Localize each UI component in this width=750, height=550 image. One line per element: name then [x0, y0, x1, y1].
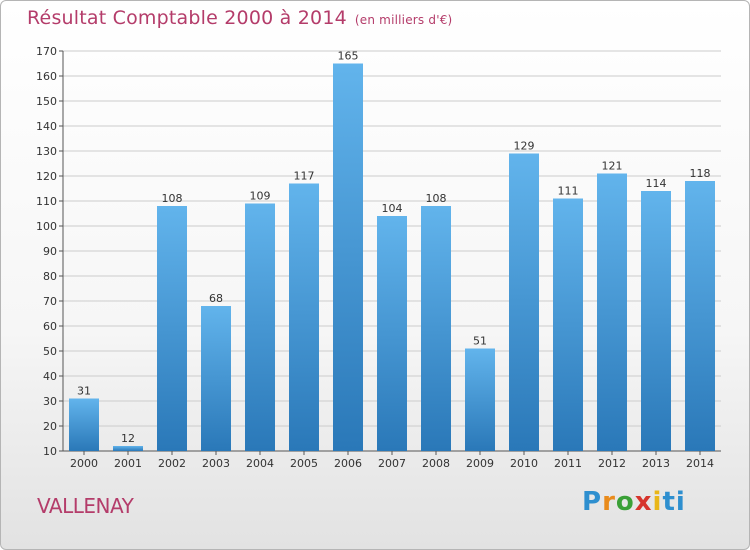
data-label-2012: 121	[602, 160, 623, 173]
y-tick-label: 110	[36, 195, 57, 208]
bar-2008	[421, 206, 451, 451]
logo-letter: P	[582, 487, 603, 517]
bar-2004	[245, 203, 275, 451]
y-tick-label: 60	[43, 320, 57, 333]
data-label-2009: 51	[473, 335, 487, 348]
x-tick-label-2008: 2008	[422, 457, 450, 470]
data-label-2005: 117	[294, 170, 315, 183]
x-tick-label-2007: 2007	[378, 457, 406, 470]
y-tick-label: 140	[36, 120, 57, 133]
data-label-2001: 12	[121, 432, 135, 445]
bar-2001	[113, 446, 143, 451]
axes: 10 20 30 40 50 60 70 80 90 100 110 120 130 140 150 160 1…	[36, 45, 721, 470]
data-label-2000: 31	[77, 385, 91, 398]
chart-title: Résultat Comptable 2000 à 2014 (en millie…	[27, 7, 452, 29]
proxiti-logo[interactable]: Proxiti	[582, 487, 686, 517]
bar-2011	[553, 198, 583, 451]
y-tick-label: 150	[36, 95, 57, 108]
data-label-2008: 108	[426, 192, 447, 205]
x-tick-label-2014: 2014	[686, 457, 714, 470]
y-tick-label: 120	[36, 170, 57, 183]
bar-2014	[685, 181, 715, 451]
data-label-2002: 108	[162, 192, 183, 205]
x-tick-label-2002: 2002	[158, 457, 186, 470]
data-label-2014: 118	[690, 167, 711, 180]
x-tick-label-2000: 2000	[70, 457, 98, 470]
x-tick-label-2005: 2005	[290, 457, 318, 470]
y-tick-label: 10	[43, 445, 57, 458]
bar-2013	[641, 191, 671, 451]
data-label-2003: 68	[209, 292, 223, 305]
logo-letter: r	[602, 487, 616, 517]
y-tick-label: 160	[36, 70, 57, 83]
bar-2012	[597, 173, 627, 451]
y-tick-label: 70	[43, 295, 57, 308]
logo-letter: o	[615, 487, 635, 517]
logo-letter: i	[652, 487, 663, 517]
x-tick-label-2011: 2011	[554, 457, 582, 470]
data-label-2007: 104	[382, 202, 403, 215]
y-tick-label: 130	[36, 145, 57, 158]
y-tick-label: 50	[43, 345, 57, 358]
y-tick-label: 40	[43, 370, 57, 383]
x-tick-label-2012: 2012	[598, 457, 626, 470]
x-tick-label-2003: 2003	[202, 457, 230, 470]
y-tick-label: 100	[36, 220, 57, 233]
y-tick-label: 80	[43, 270, 57, 283]
bar-2006	[333, 63, 363, 451]
bar-2000	[69, 398, 99, 451]
data-label-2013: 114	[646, 177, 667, 190]
y-tick-label: 90	[43, 245, 57, 258]
town-name: VALLENAY	[37, 494, 134, 518]
x-tick-label-2009: 2009	[466, 457, 494, 470]
bar-2009	[465, 348, 495, 451]
logo-letter: ti	[662, 487, 686, 517]
logo-letter: x	[634, 487, 653, 517]
data-label-2011: 111	[558, 185, 579, 198]
x-tick-label-2006: 2006	[334, 457, 362, 470]
x-tick-label-2001: 2001	[114, 457, 142, 470]
data-labels: 31 12 108 68 109 117 165 104 108 51 129 111 121 114 11…	[77, 50, 711, 446]
x-tick-label-2010: 2010	[510, 457, 538, 470]
bar-2010	[509, 153, 539, 451]
x-tick-label-2004: 2004	[246, 457, 274, 470]
x-tick-label-2013: 2013	[642, 457, 670, 470]
y-tick-label: 20	[43, 420, 57, 433]
data-label-2004: 109	[250, 190, 271, 203]
bar-2007	[377, 216, 407, 451]
y-tick-label: 170	[36, 45, 57, 58]
bar-2002	[157, 206, 187, 451]
bar-2005	[289, 183, 319, 451]
chart-unit: (en milliers d'€)	[354, 13, 453, 27]
bar-2003	[201, 306, 231, 451]
chart-title-text: Résultat Comptable 2000 à 2014	[27, 7, 347, 29]
data-label-2006: 165	[338, 50, 359, 63]
bars	[69, 63, 715, 451]
data-label-2010: 129	[514, 140, 535, 153]
y-tick-label: 30	[43, 395, 57, 408]
